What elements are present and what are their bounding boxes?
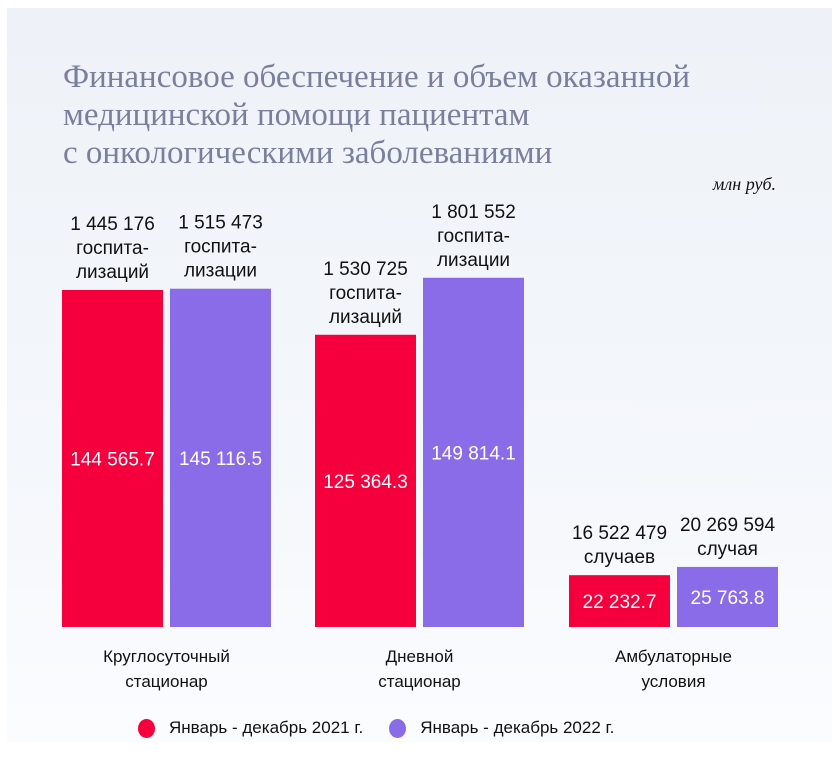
bar-annotation: лизаций: [329, 307, 402, 328]
title-line: медицинской помощи пациентам: [63, 97, 530, 133]
legend-label: Январь - декабрь 2021 г.: [169, 718, 364, 737]
legend-marker-icon: [389, 718, 407, 738]
title-line: с онкологическими заболеваниями: [63, 135, 553, 171]
bar-annotation: 1 801 552: [431, 202, 516, 223]
bar-annotation: 1 445 176: [70, 214, 155, 235]
legend: Январь - декабрь 2021 г. Январь - декабр…: [138, 718, 614, 738]
bar-annotation: госпита-: [76, 238, 149, 259]
bar-annotation: госпита-: [329, 283, 402, 304]
bar-value-label: 149 814.1: [431, 443, 516, 464]
bar-annotation: лизаций: [76, 262, 149, 283]
bar: [62, 290, 163, 627]
bar-value-label: 144 565.7: [70, 450, 155, 471]
legend-item-2021: Январь - декабрь 2021 г.: [138, 718, 363, 738]
legend-label: Январь - декабрь 2022 г.: [420, 718, 615, 737]
bar-annotation: лизации: [184, 261, 257, 282]
category-label: стационар: [378, 672, 461, 691]
bar-annotation: госпита-: [184, 237, 257, 258]
category-label: Круглосуточный: [103, 647, 230, 666]
bar-annotation: 1 515 473: [178, 213, 263, 234]
bar-annotation: госпита-: [437, 226, 510, 247]
category-label: Дневной: [386, 647, 454, 666]
legend-item-2022: Январь - декабрь 2022 г.: [389, 718, 614, 738]
bar-annotation: 1 530 725: [323, 259, 408, 280]
chart-title: Финансовое обеспечение и объем оказанной…: [63, 58, 803, 172]
bar-value-label: 25 763.8: [691, 588, 765, 609]
bar: [569, 575, 670, 627]
category-label: условия: [641, 672, 705, 691]
bar-value-label: 125 364.3: [323, 472, 408, 493]
bar-annotation: лизации: [437, 250, 510, 271]
category-label: стационар: [125, 672, 208, 691]
bar: [423, 277, 524, 627]
legend-marker-icon: [138, 718, 155, 738]
unit-label: млн руб.: [712, 174, 776, 194]
title-line: Финансовое обеспечение и объем оказанной: [63, 59, 690, 95]
bar-value-label: 22 232.7: [583, 592, 657, 613]
bar-annotation: 16 522 479: [572, 523, 667, 544]
category-label: Амбулаторные: [615, 647, 732, 666]
bar-annotation: случаев: [584, 547, 655, 568]
bar: [170, 288, 271, 627]
bar-value-label: 145 116.5: [179, 449, 262, 470]
bar: [677, 566, 778, 627]
bar-annotation: случая: [697, 539, 758, 560]
bar: [315, 334, 416, 627]
bar-annotation: 20 269 594: [680, 515, 776, 536]
